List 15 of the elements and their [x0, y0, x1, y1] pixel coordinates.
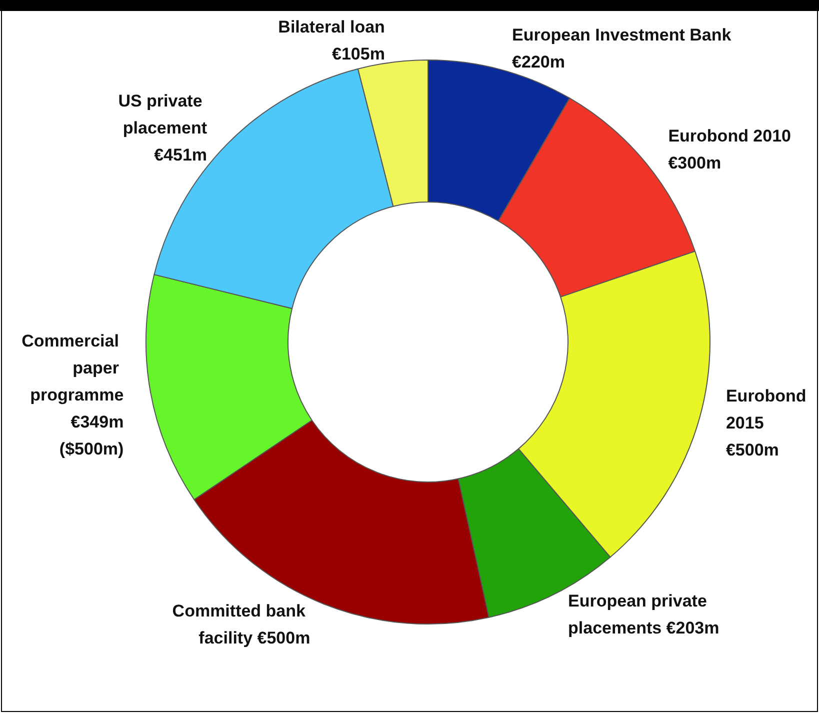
- slice-label: European Investment Bank: [512, 25, 732, 44]
- data-label: €349m: [70, 412, 124, 432]
- data-label: €500m: [726, 440, 779, 460]
- slice-label: Bilateral loan: [278, 17, 385, 36]
- slice-label: Committed bank facility €500m: [172, 601, 310, 648]
- slice-label: Eurobond 2010: [668, 126, 792, 146]
- data-label: €451m: [154, 146, 208, 165]
- text: ($500m): [59, 440, 124, 459]
- slice-label: European private placements €203m: [568, 591, 720, 638]
- data-label: €300m: [668, 153, 722, 172]
- slice-label: US private placement: [118, 92, 208, 138]
- data-label: €105m: [332, 44, 385, 64]
- slice-label: Eurobond 2015: [726, 386, 811, 433]
- data-label: €220m: [512, 52, 565, 72]
- slice-label: Commercial paper programme: [22, 332, 124, 405]
